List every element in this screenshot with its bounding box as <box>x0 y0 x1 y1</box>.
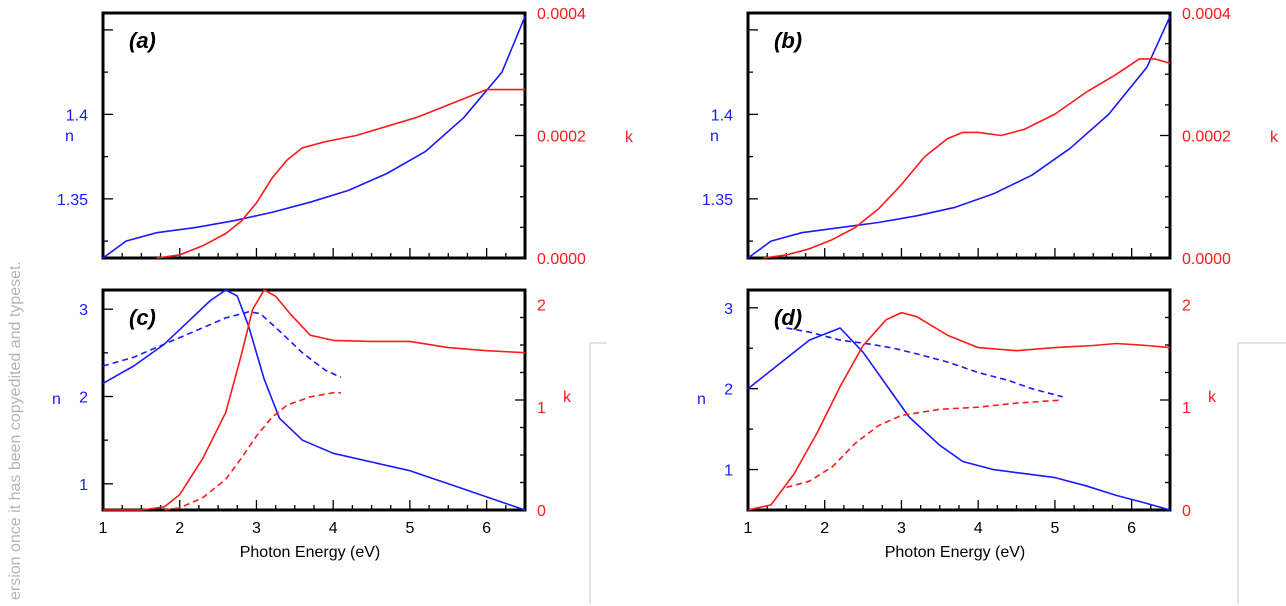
k-series-line <box>156 88 525 259</box>
x-tick-label: 3 <box>897 520 906 537</box>
panel-title: (d) <box>774 305 802 330</box>
x-tick-label: 6 <box>482 520 491 537</box>
y-tick-label: 2 <box>79 390 88 407</box>
y-tick-label: 2 <box>724 382 733 399</box>
y2-axis-label: k <box>563 389 572 406</box>
y2-tick-label: 2 <box>1182 297 1191 314</box>
y2-axis-label: k <box>625 129 634 146</box>
page-border-left <box>589 342 607 604</box>
y2-axis-label: k <box>1270 129 1279 146</box>
plot-frame <box>746 11 1172 260</box>
k-series-line <box>763 58 1171 259</box>
x-tick-label: 5 <box>1050 520 1059 537</box>
y2-tick-label: 0 <box>537 503 546 520</box>
n-series-line-dashed <box>786 327 1063 398</box>
k-series-line-dashed <box>164 392 341 511</box>
chart-panel: 1 2 3 4 5 6 Photon Energy (eV) 1 2 3 0 1 2 n k (d) <box>697 288 1217 561</box>
y-tick-label: 3 <box>724 301 733 318</box>
y-tick-label: 1 <box>724 463 733 480</box>
x-tick-label: 2 <box>175 520 184 537</box>
y-axis-label: n <box>52 391 61 408</box>
k-series-line <box>103 289 526 511</box>
y2-tick-label: 0.0000 <box>1182 251 1231 268</box>
y2-tick-label: 0 <box>1182 503 1191 520</box>
chart-panel: 1.35 1.4 0.0000 0.0002 0.0004 n k (a) <box>57 6 634 268</box>
plot-frame <box>746 288 1172 512</box>
y-tick-label: 1 <box>79 477 88 494</box>
y-tick-label: 1.35 <box>57 192 88 209</box>
x-tick-label: 1 <box>744 520 753 537</box>
y-axis-label: n <box>710 128 719 145</box>
k-series-line <box>747 311 1171 511</box>
panel-title: (c) <box>129 305 156 330</box>
x-axis-label: Photon Energy (eV) <box>240 544 381 561</box>
y2-tick-label: 1 <box>537 400 546 417</box>
y-tick-label: 1.4 <box>711 107 733 124</box>
y2-tick-label: 0.0004 <box>1182 6 1231 23</box>
n-series-line <box>747 16 1171 259</box>
y2-tick-label: 2 <box>537 297 546 314</box>
chart-panel: 1 2 3 4 5 6 Photon Energy (eV) 1 2 3 0 1 2 n k (c) <box>52 288 572 561</box>
x-tick-label: 1 <box>99 520 108 537</box>
y2-tick-label: 0.0002 <box>537 129 586 146</box>
chart-panel: 1.35 1.4 0.0000 0.0002 0.0004 n k (b) <box>702 6 1279 268</box>
x-tick-label: 6 <box>1127 520 1136 537</box>
x-axis-label: Photon Energy (eV) <box>885 544 1026 561</box>
plot-frame <box>101 11 527 260</box>
x-tick-label: 5 <box>405 520 414 537</box>
x-tick-label: 3 <box>252 520 261 537</box>
k-series-line-dashed <box>786 399 1063 489</box>
y-axis-label: n <box>697 391 706 408</box>
panel-title: (b) <box>774 28 802 53</box>
y2-tick-label: 0.0002 <box>1182 129 1231 146</box>
y-tick-label: 1.4 <box>66 107 88 124</box>
y2-axis-label: k <box>1208 389 1217 406</box>
x-tick-label: 4 <box>974 520 983 537</box>
plot-frame <box>101 288 527 512</box>
n-series-line <box>747 327 1171 511</box>
y2-tick-label: 1 <box>1182 400 1191 417</box>
n-series-line <box>102 16 526 259</box>
watermark-text: ersion once it has been copyedited and t… <box>7 261 24 600</box>
y-axis-label: n <box>65 128 74 145</box>
panel-title: (a) <box>129 28 156 53</box>
y-tick-label: 1.35 <box>702 192 733 209</box>
y2-tick-label: 0.0000 <box>537 251 586 268</box>
y-tick-label: 3 <box>79 302 88 319</box>
page-border-right <box>1237 342 1286 604</box>
n-series-line <box>102 289 526 511</box>
y2-tick-label: 0.0004 <box>537 6 586 23</box>
x-tick-label: 2 <box>820 520 829 537</box>
n-series-line-dashed <box>102 311 342 379</box>
x-tick-label: 4 <box>329 520 338 537</box>
panels: 1.35 1.4 0.0000 0.0002 0.0004 n k (a) 1.35 1.4 0.0… <box>52 6 1279 561</box>
